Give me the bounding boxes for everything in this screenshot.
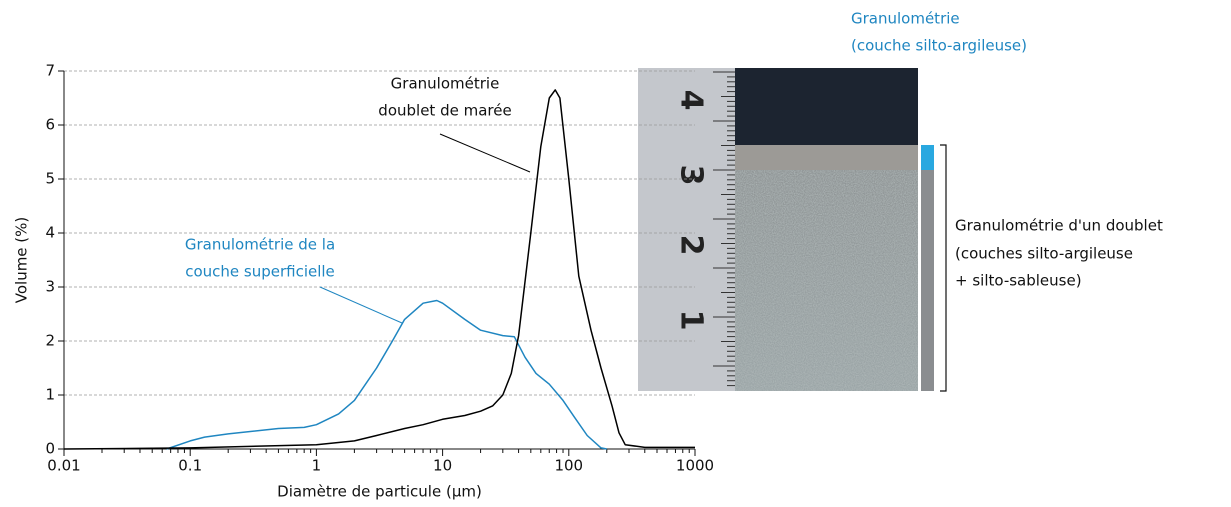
annotation: Granulométrie	[391, 75, 500, 93]
annotation: doublet de marée	[378, 102, 511, 120]
series-line	[63, 89, 695, 450]
y-tick-label: 4	[45, 224, 55, 242]
y-tick-label: 0	[45, 440, 55, 458]
annotation: (couches silto-argileuse	[955, 245, 1133, 263]
ruler	[638, 68, 735, 391]
x-tick-label: 10	[433, 457, 452, 475]
series-line	[166, 299, 607, 450]
annotation: Granulométrie de la	[185, 236, 335, 254]
clay-layer	[735, 145, 918, 170]
ruler-label: 2	[674, 235, 709, 256]
ruler-label: 1	[674, 310, 709, 331]
clay-bar	[921, 145, 934, 170]
sand-grain	[735, 170, 918, 391]
ruler-ticks	[713, 71, 735, 387]
y-tick-label: 3	[45, 278, 55, 296]
annotation: Granulométrie d'un doublet	[955, 217, 1163, 235]
water	[735, 68, 918, 145]
annotation: couche superficielle	[185, 263, 335, 281]
y-tick-label: 2	[45, 332, 55, 350]
bracket	[940, 144, 947, 392]
annotation: Granulométrie	[851, 10, 960, 28]
y-tick-label: 7	[45, 62, 55, 80]
x-tick-label: 0.1	[178, 457, 202, 475]
annotation: (couche silto-argileuse)	[851, 37, 1027, 55]
y-axis-label: Volume (%)	[13, 217, 31, 304]
leader	[319, 286, 403, 324]
x-axis-label: Diamètre de particule (µm)	[277, 483, 482, 501]
photo-inset	[638, 68, 947, 392]
x-tick-label: 100	[554, 457, 583, 475]
x-tick-label: 1	[312, 457, 322, 475]
annotation: + silto-sableuse)	[955, 272, 1082, 290]
x-tick-label: 0.01	[47, 457, 80, 475]
ruler-label: 4	[674, 90, 709, 111]
x-tick-label: 1000	[676, 457, 714, 475]
y-tick-label: 5	[45, 170, 55, 188]
y-tick-label: 1	[45, 386, 55, 404]
ruler-label: 3	[674, 165, 709, 186]
doublet-bar	[921, 170, 934, 391]
y-tick-label: 6	[45, 116, 55, 134]
leader	[439, 133, 531, 173]
